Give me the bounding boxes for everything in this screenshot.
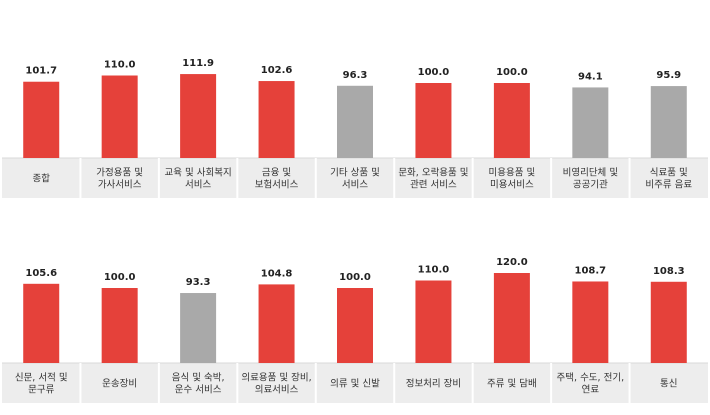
category-label: 신문, 서적 및 문구류 [15,372,68,396]
chart-svg-bottom: 105.6 신문, 서적 및 문구류 100.0 운송장비 93.3 음식 및 숙박, 운수 … [2,257,708,403]
category-label: 미용용품 및 미용서비스 [489,167,536,191]
category-label-strip [2,158,708,198]
bar [101,288,138,363]
bar [101,75,138,158]
category-label: 통신 [660,379,677,390]
bar [23,283,60,363]
bar [493,83,530,158]
bar [258,81,295,158]
data-label: 100.0 [418,67,450,78]
bar [650,281,687,363]
data-label: 108.3 [653,266,685,277]
category-label: 기타 상품 및 서비스 [330,167,380,191]
data-label: 100.0 [339,272,371,283]
bar [415,83,452,158]
chart-svg-top: 101.7 종합 110.0 가정용품 및 가사서비스 111.9 교육 및 사회복지 서비스… [2,58,708,198]
data-label: 102.6 [261,65,293,76]
bar [493,273,530,363]
category-label: 정보처리 장비 [406,378,461,390]
data-label: 110.0 [418,265,450,276]
category-label: 비영리단체 및 공공기관 [563,167,619,191]
bar [180,74,217,158]
data-label: 95.9 [656,70,681,81]
chart-panel-top: 101.7 종합 110.0 가정용품 및 가사서비스 111.9 교육 및 사회복지 서비스… [2,58,708,198]
category-label: 주택, 수도, 전기, 연료 [557,373,625,396]
bar [337,288,373,363]
data-label: 111.9 [182,58,214,69]
data-label: 104.8 [261,268,293,279]
category-label: 의료용품 및 장비, 의료서비스 [241,372,311,396]
category-label-strip [2,363,708,403]
category-label: 가정용품 및 가사서비스 [96,167,143,191]
category-label: 주류 및 담배 [487,378,537,390]
data-label: 105.6 [25,268,57,279]
data-label: 94.1 [578,71,603,82]
data-label: 100.0 [104,272,136,283]
data-label: 108.7 [575,265,607,276]
data-label: 93.3 [186,277,211,288]
category-label: 음식 및 숙박, 운수 서비스 [172,372,225,396]
bar [180,293,217,363]
bar [572,281,609,363]
bar [337,85,373,158]
bar [650,86,687,158]
category-label: 교육 및 사회복지 서비스 [164,167,231,191]
bar [23,81,60,158]
bar [572,87,609,158]
category-label: 금융 및 보험서비스 [255,167,299,191]
category-label: 문화, 오락용품 및 관련 서비스 [398,167,468,191]
category-label: 식료품 및 비주류 음료 [645,167,692,191]
data-label: 96.3 [343,70,368,81]
bar [258,284,295,363]
category-label: 의류 및 신발 [330,378,380,390]
category-label: 운송장비 [102,379,137,390]
category-label: 종합 [32,174,50,185]
bar [415,280,452,363]
data-label: 101.7 [25,66,57,77]
data-label: 120.0 [496,257,528,268]
chart-panel-bottom: 105.6 신문, 서적 및 문구류 100.0 운송장비 93.3 음식 및 숙박, 운수 … [0,205,710,415]
data-label: 110.0 [104,60,136,71]
data-label: 100.0 [496,67,528,78]
